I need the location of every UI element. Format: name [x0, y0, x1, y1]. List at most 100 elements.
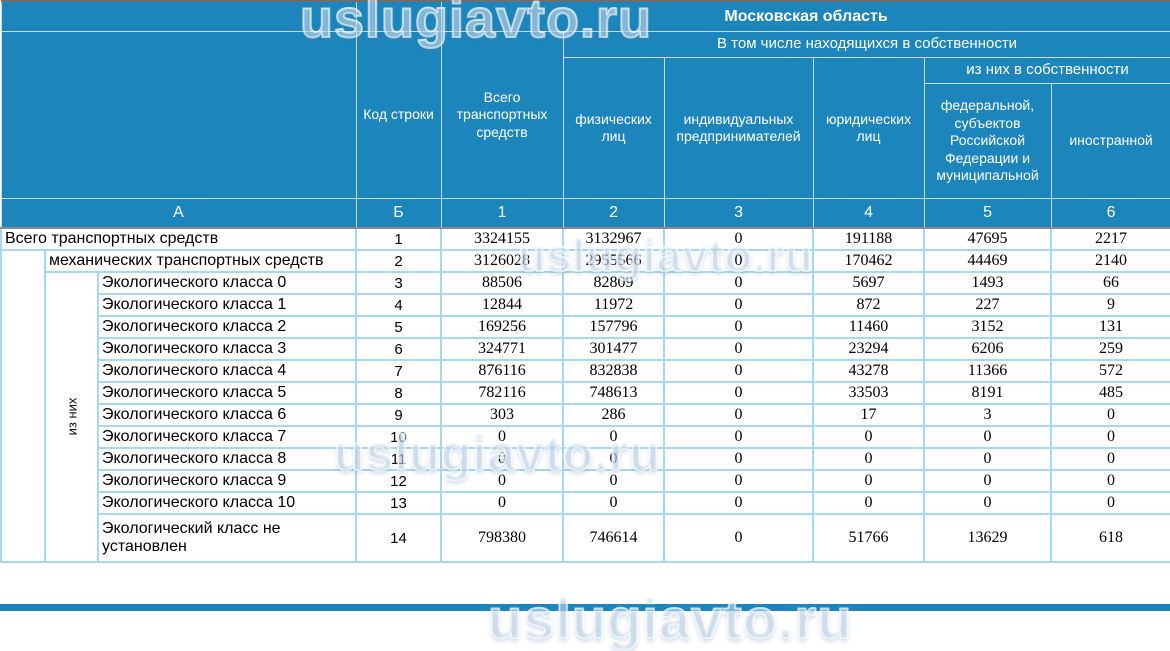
value-cell: 0	[663, 359, 815, 383]
value-cell: 33503	[812, 381, 926, 405]
value-cell: 0	[663, 403, 815, 427]
value-cell: 324771	[440, 337, 565, 361]
value-cell: 2955566	[562, 249, 666, 273]
value-cell: 0	[1050, 447, 1170, 471]
table-row: Всего транспортных средств 1 3324155 313…	[0, 227, 1170, 251]
letter-a: А	[0, 198, 357, 229]
value-cell: 0	[1050, 491, 1170, 515]
value-cell: 572	[1050, 359, 1170, 383]
row-label: Экологического класса 5	[96, 381, 358, 405]
col-header-code: Код строки	[355, 31, 442, 199]
value-cell: 0	[812, 447, 926, 471]
table-row: Экологического класса 4 7 876116 832838 …	[1, 359, 1170, 383]
letter-4: 4	[812, 198, 925, 229]
value-cell: 0	[663, 271, 815, 295]
table-row: из них Экологического класса 0 3 88506 8…	[1, 271, 1170, 563]
value-cell: 0	[562, 491, 666, 515]
value-cell: 0	[562, 469, 666, 493]
row-code: 9	[355, 403, 443, 427]
value-cell: 782116	[440, 381, 565, 405]
value-cell: 47695	[923, 227, 1053, 251]
value-cell: 0	[562, 425, 666, 449]
value-cell: 51766	[812, 513, 926, 563]
table-row: Экологического класса 9 12 0 0 0 0 0 0	[1, 469, 1170, 493]
value-cell: 303	[440, 403, 565, 427]
row-label: Экологического класса 8	[96, 447, 358, 471]
value-cell: 0	[440, 491, 565, 515]
side-label-text: из них	[64, 397, 79, 436]
value-cell: 0	[663, 249, 815, 273]
value-cell: 872	[812, 293, 926, 317]
value-cell: 44469	[923, 249, 1053, 273]
row-label: Экологического класса 2	[96, 315, 358, 339]
value-cell: 11366	[923, 359, 1053, 383]
value-cell: 798380	[440, 513, 565, 563]
value-cell: 0	[663, 425, 815, 449]
value-cell: 3126028	[440, 249, 565, 273]
value-cell: 43278	[812, 359, 926, 383]
value-cell: 3132967	[562, 227, 666, 251]
value-cell: 88506	[440, 271, 565, 295]
header-blank-label-col	[0, 31, 357, 199]
letter-2: 2	[562, 198, 665, 229]
col-header-entrepreneurs: индивидуальных предпринимателей	[663, 57, 814, 199]
value-cell: 6206	[923, 337, 1053, 361]
value-cell: 3	[923, 403, 1053, 427]
value-cell: 0	[663, 337, 815, 361]
row-label: механических транспортных средств	[43, 249, 358, 273]
region-title: Московская область	[440, 0, 1170, 32]
row-label: Экологического класса 0	[96, 271, 358, 295]
value-cell: 0	[1050, 403, 1170, 427]
table-row: Экологического класса 7 10 0 0 0 0 0 0	[1, 425, 1170, 449]
value-cell: 13629	[923, 513, 1053, 563]
value-cell: 301477	[562, 337, 666, 361]
row-label: Экологического класса 6	[96, 403, 358, 427]
value-cell: 227	[923, 293, 1053, 317]
row-label: Экологического класса 3	[96, 337, 358, 361]
table-body: Всего транспортных средств 1 3324155 313…	[0, 227, 1170, 563]
value-cell: 746614	[562, 513, 666, 563]
value-cell: 11972	[562, 293, 666, 317]
value-cell: 0	[663, 447, 815, 471]
value-cell: 0	[663, 513, 815, 563]
letter-1: 1	[440, 198, 564, 229]
table-row: Экологического класса 10 13 0 0 0 0 0 0	[1, 491, 1170, 515]
table-row: Экологического класса 3 6 324771 301477 …	[1, 337, 1170, 361]
value-cell: 0	[1050, 425, 1170, 449]
value-cell: 11460	[812, 315, 926, 339]
value-cell: 3152	[923, 315, 1053, 339]
value-cell: 0	[663, 227, 815, 251]
row-label: Экологического класса 10	[96, 491, 358, 515]
next-section-header-strip	[0, 604, 1170, 611]
value-cell: 82809	[562, 271, 666, 295]
value-cell: 748613	[562, 381, 666, 405]
row-code: 12	[355, 469, 443, 493]
value-cell: 157796	[562, 315, 666, 339]
row-label: Экологического класса 1	[96, 293, 358, 317]
value-cell: 0	[663, 315, 815, 339]
row-code: 8	[355, 381, 443, 405]
row-label: Всего транспортных средств	[0, 227, 358, 251]
value-cell: 618	[1050, 513, 1170, 563]
value-cell: 0	[1050, 469, 1170, 493]
col-header-total: Всего транспортных средств	[440, 31, 564, 199]
value-cell: 9	[1050, 293, 1170, 317]
col-header-legal: юридических лиц	[812, 57, 925, 199]
value-cell: 3324155	[440, 227, 565, 251]
value-cell: 0	[812, 469, 926, 493]
value-cell: 5697	[812, 271, 926, 295]
row-label: Экологического класса 4	[96, 359, 358, 383]
value-cell: 17	[812, 403, 926, 427]
value-cell: 0	[812, 491, 926, 515]
row-code: 1	[355, 227, 443, 251]
value-cell: 1493	[923, 271, 1053, 295]
col-header-physical: физических лиц	[562, 57, 665, 199]
group-side-label: из них	[44, 271, 99, 563]
letter-5: 5	[923, 198, 1052, 229]
column-letters-row: А Б 1 2 3 4 5 6	[0, 198, 1170, 229]
row-label: Экологический класс не установлен	[96, 513, 358, 563]
row-code: 10	[355, 425, 443, 449]
col-header-foreign: иностранной	[1050, 83, 1170, 199]
letter-b: Б	[355, 198, 442, 229]
indent-cell	[0, 249, 46, 563]
